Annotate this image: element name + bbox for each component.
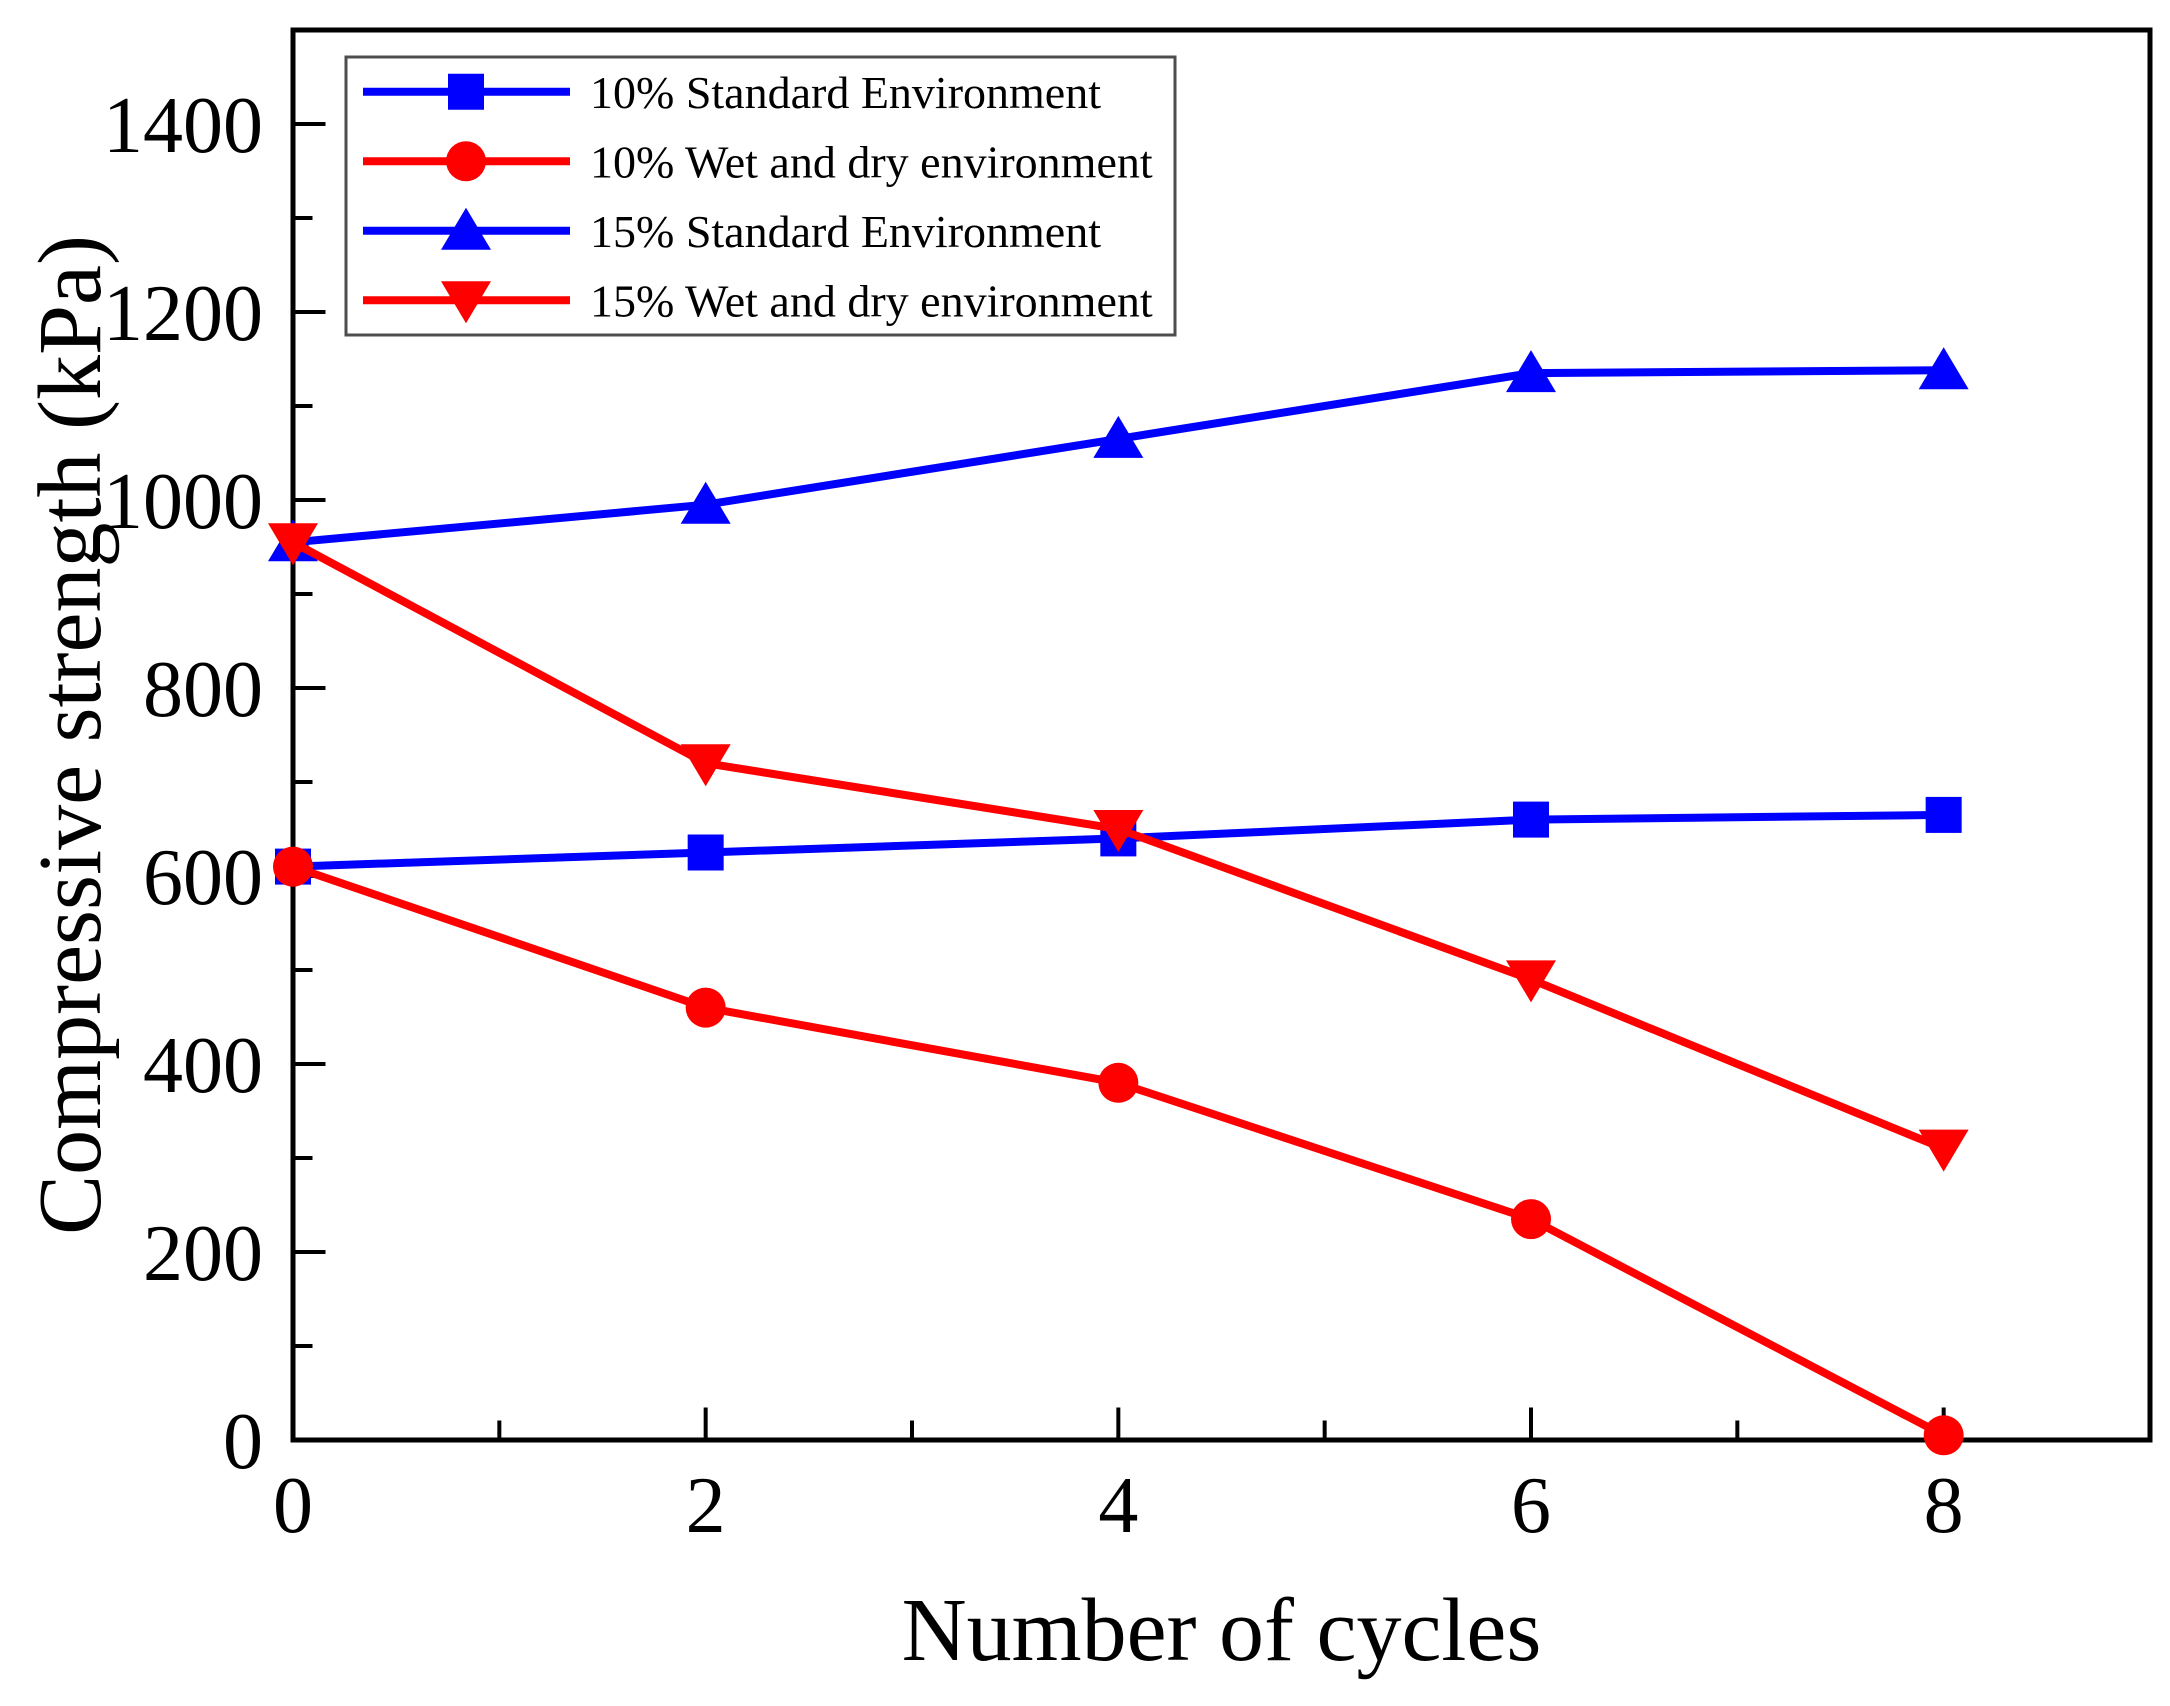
x-tick-label: 0 <box>273 1462 313 1550</box>
legend: 10% Standard Environment 10% Wet and dry … <box>344 55 1177 337</box>
legend-item-pct15-standard: 15% Standard Environment <box>363 206 1101 257</box>
plot-frame <box>290 27 2153 1443</box>
x-tick-label: 4 <box>1098 1462 1138 1550</box>
series-line <box>291 862 1946 1439</box>
y-tick-label: 400 <box>143 1022 263 1110</box>
x-axis: 0 2 4 6 8 <box>273 1407 1964 1550</box>
y-axis-title: Compressive strength (kPa) <box>21 235 120 1235</box>
series-pct15-standard <box>268 347 1969 562</box>
y-tick-label: 1200 <box>103 270 263 358</box>
data-point <box>1925 796 1962 833</box>
data-point <box>680 481 731 524</box>
data-point <box>1093 810 1144 852</box>
data-point <box>1923 1415 1964 1456</box>
series-pct15-wetdry <box>268 523 1969 1172</box>
legend-label: 15% Standard Environment <box>590 206 1101 257</box>
data-point <box>687 834 724 871</box>
data-point <box>1513 801 1549 838</box>
x-tick-label: 8 <box>1924 1462 1964 1550</box>
data-point <box>1098 1062 1139 1103</box>
x-tick-label: 6 <box>1511 1462 1551 1550</box>
data-point <box>1918 347 1969 390</box>
data-point <box>1093 415 1144 458</box>
legend-label: 10% Standard Environment <box>590 67 1101 118</box>
y-tick-label: 600 <box>143 834 263 922</box>
y-tick-label: 0 <box>223 1398 263 1486</box>
data-point <box>268 523 318 566</box>
data-point <box>1506 350 1556 393</box>
y-tick-label: 1400 <box>103 82 263 170</box>
series-pct10-wetdry <box>273 846 1964 1456</box>
square-marker-icon <box>448 73 484 110</box>
data-point <box>685 987 726 1028</box>
y-tick-label: 1000 <box>103 458 263 546</box>
legend-label: 10% Wet and dry environment <box>590 136 1153 187</box>
legend-item-pct10-wetdry: 10% Wet and dry environment <box>363 136 1153 187</box>
data-point <box>680 744 731 787</box>
data-point <box>1511 1199 1551 1240</box>
triangle-up-marker-icon <box>441 207 491 250</box>
data-point <box>1918 1129 1969 1172</box>
y-tick-label: 800 <box>143 646 263 734</box>
data-point <box>273 846 313 887</box>
x-axis-title: Number of cycles <box>902 1581 1542 1680</box>
y-tick-label: 200 <box>143 1210 263 1298</box>
x-tick-label: 2 <box>686 1462 726 1550</box>
legend-label: 15% Wet and dry environment <box>590 275 1153 326</box>
data-point <box>1506 960 1556 1003</box>
legend-item-pct15-wetdry: 15% Wet and dry environment <box>363 275 1153 326</box>
triangle-down-marker-icon <box>441 281 491 324</box>
legend-item-pct10-standard: 10% Standard Environment <box>363 67 1101 118</box>
circle-marker-icon <box>446 141 486 182</box>
y-axis: 0 200 400 600 800 1000 1200 1400 <box>103 82 326 1486</box>
